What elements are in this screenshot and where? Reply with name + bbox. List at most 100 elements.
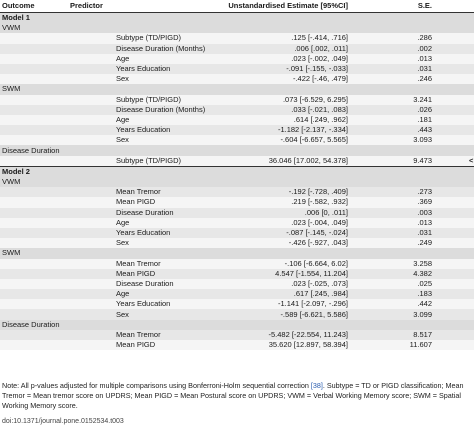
cell-outcome xyxy=(0,135,68,146)
outcome-group-row: VWM xyxy=(0,177,474,188)
cell-outcome xyxy=(0,258,68,269)
table-row: Age.023 [-.002, .049].013.285 xyxy=(0,53,474,64)
cell-estimate: -.106 [-6.664, 6.02] xyxy=(220,258,374,269)
table-row: Subtype (TD/PIGD).125 [-.414, .716].286.… xyxy=(0,33,474,44)
cell-p xyxy=(454,12,474,24)
outcome-group-row: VWM xyxy=(0,23,474,34)
cell-estimate: .073 [-6.529, 6.295] xyxy=(220,94,374,105)
cell-se xyxy=(374,165,454,177)
cell-outcome xyxy=(0,104,68,115)
cell-se: .031 xyxy=(374,63,454,75)
cell-predictor: Subtype (TD/PIGD) xyxy=(68,155,220,167)
cell-se: 4.382 xyxy=(374,268,454,279)
cell-estimate xyxy=(220,145,374,156)
header-outcome: Outcome xyxy=(0,0,68,13)
table-row: Mean PIGD.219 [-.582, .932].369.962 xyxy=(0,197,474,208)
cell-estimate: -.192 [-.728, .409] xyxy=(220,187,374,198)
cell-se xyxy=(374,145,454,156)
model-heading-row: Model 2 xyxy=(0,165,474,177)
header-p: p xyxy=(454,0,474,13)
cell-outcome xyxy=(0,217,68,228)
table-row: Subtype (TD/PIGD) .073 [-6.529, 6.295] 3.2… xyxy=(0,94,474,105)
cell-se: .025 xyxy=(374,278,454,290)
cell-predictor xyxy=(68,23,220,34)
cell-predictor: Age xyxy=(68,114,220,126)
table-row: Subtype (TD/PIGD) 36.046 [17.002, 54.378]… xyxy=(0,155,474,167)
table-row: Disease Duration.006 [0, .011].003.124 xyxy=(0,207,474,218)
cell-outcome xyxy=(0,197,68,208)
cell-outcome: VWM xyxy=(0,23,68,34)
cell-predictor: Sex xyxy=(68,238,220,249)
cell-predictor: Mean PIGD xyxy=(68,197,220,208)
cell-p xyxy=(454,84,474,95)
table-row: Years Education-.091 [-.155, -.033].031.… xyxy=(0,63,474,75)
cell-se: .183 xyxy=(374,289,454,300)
cell-outcome xyxy=(0,278,68,290)
cell-p xyxy=(454,165,474,177)
cell-p: .376 xyxy=(454,238,474,249)
cell-predictor: Years Education xyxy=(68,299,220,310)
cell-estimate: .125 [-.414, .716] xyxy=(220,33,374,44)
table-row: Years Education-.087 [-.145, -.024].031.… xyxy=(0,227,474,239)
cell-predictor: Disease Duration xyxy=(68,207,220,218)
cell-outcome xyxy=(0,238,68,249)
cell-outcome xyxy=(0,63,68,75)
cell-estimate: -.589 [-6.621, 5.586] xyxy=(220,309,374,320)
footnote-reference-link[interactable]: [38] xyxy=(310,381,323,390)
cell-predictor: Mean PIGD xyxy=(68,340,220,351)
model-heading-row: Model 1 xyxy=(0,12,474,24)
cell-predictor: Disease Duration (Months) xyxy=(68,104,220,115)
cell-p: .003 xyxy=(454,340,474,351)
table-row: Age.617 [.245, .984].183.004 xyxy=(0,289,474,300)
outcome-group-row: SWM xyxy=(0,84,474,95)
cell-predictor: Years Education xyxy=(68,227,220,239)
cell-outcome xyxy=(0,289,68,300)
cell-p: .004 xyxy=(454,299,474,310)
cell-se xyxy=(374,177,454,188)
cell-p xyxy=(454,145,474,156)
cell-outcome xyxy=(0,187,68,198)
cell-outcome xyxy=(0,74,68,85)
cell-outcome: Disease Duration xyxy=(0,145,68,156)
cell-se xyxy=(374,23,454,34)
header-se: S.E. xyxy=(374,0,454,13)
cell-estimate xyxy=(220,12,374,24)
table-row: Mean Tremor-.106 [-6.664, 6.02]3.258.974 xyxy=(0,258,474,269)
cell-outcome xyxy=(0,33,68,44)
cell-estimate: -.426 [-.927, .043] xyxy=(220,238,374,249)
cell-outcome xyxy=(0,155,68,167)
cell-predictor: Subtype (TD/PIGD) xyxy=(68,33,220,44)
cell-estimate: .617 [.245, .984] xyxy=(220,289,374,300)
table-row: Disease Duration (Months) .006 [.002, .01… xyxy=(0,43,474,54)
doi-label: doi:10.1371/journal.pone.0152534.t003 xyxy=(2,418,124,425)
cell-predictor: Age xyxy=(68,217,220,228)
outcome-group-row: Disease Duration xyxy=(0,319,474,330)
cell-predictor: Disease Duration xyxy=(68,278,220,290)
cell-predictor: Subtype (TD/PIGD) xyxy=(68,94,220,105)
table-row: Age.614 [.249, .962].181.003 xyxy=(0,114,474,126)
cell-p: .003 xyxy=(454,125,474,136)
cell-p: .662 xyxy=(454,33,474,44)
cell-estimate: .023 [-.004, .049] xyxy=(220,217,374,228)
cell-se: .249 xyxy=(374,238,454,249)
cell-se: .273 xyxy=(374,187,454,198)
cell-outcome: Model 2 xyxy=(0,165,68,177)
cell-estimate xyxy=(220,84,374,95)
cell-outcome xyxy=(0,227,68,239)
cell-se: .026 xyxy=(374,104,454,115)
cell-predictor: Years Education xyxy=(68,125,220,136)
cell-estimate xyxy=(220,23,374,34)
cell-outcome: SWM xyxy=(0,84,68,95)
cell-outcome xyxy=(0,329,68,340)
table-row: Mean Tremor-.192 [-.728, .409].273.962 xyxy=(0,187,474,198)
cell-se: 3.258 xyxy=(374,258,454,269)
cell-predictor xyxy=(68,177,220,188)
cell-p: .124 xyxy=(454,207,474,218)
cell-outcome xyxy=(0,94,68,105)
cell-predictor: Mean Tremor xyxy=(68,258,220,269)
header-row: Outcome Predictor Unstandardised Estimat… xyxy=(0,0,474,13)
cell-outcome: SWM xyxy=(0,248,68,259)
header-estimate: Unstandardised Estimate [95%CI] xyxy=(220,0,374,13)
